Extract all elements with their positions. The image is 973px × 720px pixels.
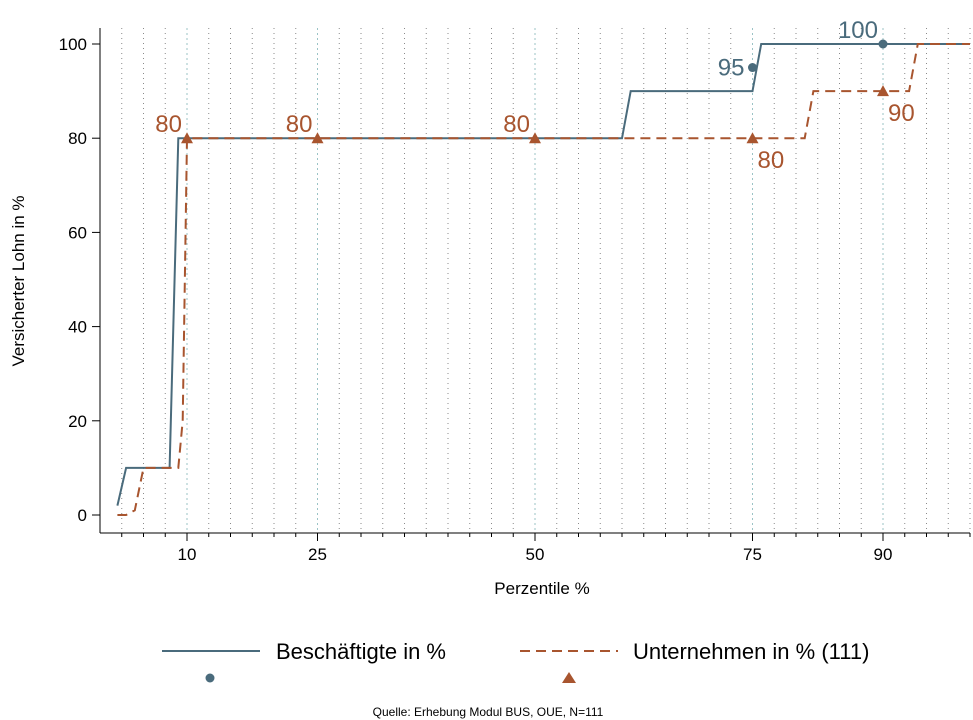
legend-marker-unternehmen <box>562 672 576 683</box>
series-lines <box>116 43 970 516</box>
x-tick-label: 10 <box>178 545 197 564</box>
data-point-marker <box>748 63 757 73</box>
data-point-marker <box>529 132 541 144</box>
legend-label-beschaeftigte: Beschäftigte in % <box>276 639 446 664</box>
x-gridlines <box>121 28 971 533</box>
data-label: 80 <box>155 111 182 138</box>
legend: Beschäftigte in % Unternehmen in % (111) <box>162 639 869 683</box>
data-label: 100 <box>838 17 878 44</box>
series-line-unternehmen <box>117 43 970 516</box>
x-ticks: 10 25 50 75 90 <box>121 533 971 564</box>
y-tick-label: 40 <box>68 318 87 337</box>
y-tick-label: 80 <box>68 129 87 148</box>
x-tick-label: 75 <box>743 545 762 564</box>
data-label: 80 <box>286 111 313 138</box>
y-tick-label: 20 <box>68 412 87 431</box>
x-tick-label: 50 <box>526 545 545 564</box>
x-axis-label: Perzentile % <box>494 579 589 598</box>
legend-label-unternehmen: Unternehmen in % (111) <box>633 639 869 664</box>
marker-labels: 95 100 80 80 80 80 90 <box>155 17 914 174</box>
x-tick-label: 90 <box>874 545 893 564</box>
data-label: 80 <box>758 147 785 174</box>
data-label: 90 <box>888 100 915 127</box>
y-axis-label: Versicherter Lohn in % <box>9 195 28 366</box>
x-tick-label: 25 <box>308 545 327 564</box>
data-point-marker <box>181 132 193 144</box>
source-note: Quelle: Erhebung Modul BUS, OUE, N=111 <box>373 705 604 719</box>
data-label: 95 <box>718 55 745 82</box>
y-tick-label: 60 <box>68 223 87 242</box>
y-tick-label: 0 <box>78 506 87 525</box>
data-point-marker <box>877 85 889 97</box>
data-label: 80 <box>503 111 530 138</box>
data-point-marker <box>878 39 888 49</box>
data-point-marker <box>311 132 324 144</box>
legend-marker-beschaeftigte <box>205 673 215 683</box>
y-ticks: 0 20 40 60 80 100 <box>59 35 100 525</box>
series-markers <box>181 39 889 144</box>
y-tick-label: 100 <box>59 35 87 54</box>
axes: 0 20 40 60 80 100 10 25 50 75 90 <box>59 28 971 564</box>
data-point-marker <box>746 132 759 144</box>
series-line-beschaeftigte <box>116 43 970 506</box>
